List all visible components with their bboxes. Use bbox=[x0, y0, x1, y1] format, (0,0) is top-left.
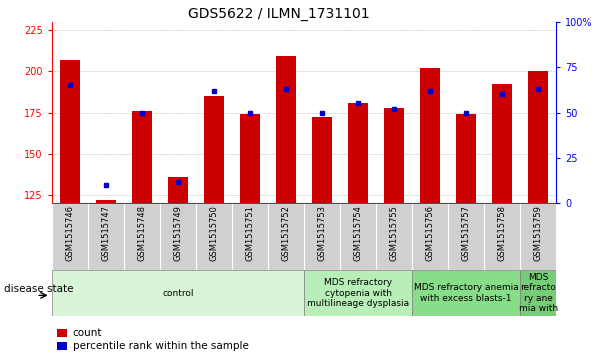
Bar bbox=[528, 71, 548, 203]
Text: GSM1515757: GSM1515757 bbox=[461, 205, 471, 261]
Bar bbox=[492, 85, 512, 203]
Bar bbox=[304, 270, 412, 316]
Text: GSM1515754: GSM1515754 bbox=[354, 205, 362, 261]
Text: GSM1515746: GSM1515746 bbox=[65, 205, 74, 261]
Bar bbox=[160, 203, 196, 270]
Text: MDS refractory
cytopenia with
multilineage dysplasia: MDS refractory cytopenia with multilinea… bbox=[307, 278, 409, 308]
Text: GSM1515755: GSM1515755 bbox=[390, 205, 399, 261]
Bar bbox=[96, 200, 116, 203]
Legend: count, percentile rank within the sample: count, percentile rank within the sample bbox=[57, 328, 249, 351]
Text: GSM1515758: GSM1515758 bbox=[498, 205, 506, 261]
Bar bbox=[276, 56, 296, 203]
Bar bbox=[60, 60, 80, 203]
Bar bbox=[132, 111, 152, 203]
Text: control: control bbox=[162, 289, 193, 298]
Text: GSM1515756: GSM1515756 bbox=[426, 205, 435, 261]
Text: GSM1515747: GSM1515747 bbox=[102, 205, 110, 261]
Text: MDS
refracto
ry ane
mia with: MDS refracto ry ane mia with bbox=[519, 273, 558, 313]
Bar bbox=[420, 68, 440, 203]
Bar bbox=[52, 203, 88, 270]
Bar bbox=[520, 270, 556, 316]
Bar bbox=[484, 203, 520, 270]
Text: GSM1515748: GSM1515748 bbox=[137, 205, 147, 261]
Bar bbox=[304, 203, 340, 270]
Bar bbox=[124, 203, 160, 270]
Text: GSM1515759: GSM1515759 bbox=[534, 205, 543, 261]
Bar bbox=[384, 107, 404, 203]
Bar bbox=[448, 203, 484, 270]
Text: MDS refractory anemia
with excess blasts-1: MDS refractory anemia with excess blasts… bbox=[414, 284, 519, 303]
Bar bbox=[196, 203, 232, 270]
Bar bbox=[168, 177, 188, 203]
Bar bbox=[232, 203, 268, 270]
Bar bbox=[52, 270, 304, 316]
Text: GSM1515753: GSM1515753 bbox=[317, 205, 326, 261]
Text: GSM1515749: GSM1515749 bbox=[173, 205, 182, 261]
Bar bbox=[376, 203, 412, 270]
Text: GSM1515751: GSM1515751 bbox=[246, 205, 254, 261]
Bar bbox=[312, 118, 332, 203]
Bar bbox=[204, 96, 224, 203]
Bar bbox=[412, 270, 520, 316]
Bar bbox=[88, 203, 124, 270]
Bar bbox=[340, 203, 376, 270]
Bar bbox=[456, 114, 476, 203]
Bar bbox=[240, 114, 260, 203]
Title: GDS5622 / ILMN_1731101: GDS5622 / ILMN_1731101 bbox=[188, 7, 370, 21]
Bar bbox=[412, 203, 448, 270]
Text: disease state: disease state bbox=[4, 284, 74, 294]
Bar bbox=[520, 203, 556, 270]
Bar bbox=[348, 103, 368, 203]
Text: GSM1515750: GSM1515750 bbox=[209, 205, 218, 261]
Bar bbox=[268, 203, 304, 270]
Text: GSM1515752: GSM1515752 bbox=[282, 205, 291, 261]
